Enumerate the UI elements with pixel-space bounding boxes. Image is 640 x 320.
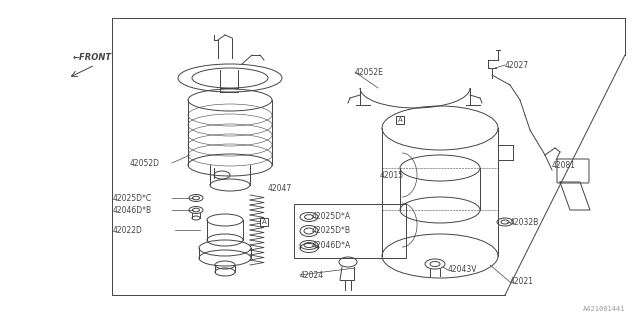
Text: 42052D: 42052D: [130, 158, 160, 167]
Text: A421001441: A421001441: [582, 306, 625, 312]
Text: A: A: [262, 219, 266, 225]
Text: 42032B: 42032B: [510, 218, 540, 227]
Text: 42043V: 42043V: [448, 266, 477, 275]
Text: 42081: 42081: [552, 161, 576, 170]
Text: 42024: 42024: [300, 270, 324, 279]
Text: 42047: 42047: [268, 183, 292, 193]
Text: 42021: 42021: [510, 277, 534, 286]
Text: 42046D*A: 42046D*A: [312, 241, 351, 250]
Text: ←FRONT: ←FRONT: [73, 53, 112, 62]
Text: 42027: 42027: [505, 60, 529, 69]
Text: A: A: [397, 117, 403, 123]
Text: 42015: 42015: [380, 171, 404, 180]
Text: 42025D*C: 42025D*C: [113, 194, 152, 203]
Text: 42025D*B: 42025D*B: [312, 226, 351, 235]
Text: 42025D*A: 42025D*A: [312, 212, 351, 220]
Text: 42046D*B: 42046D*B: [113, 205, 152, 214]
Text: 42052E: 42052E: [355, 68, 384, 76]
Text: 42022D: 42022D: [113, 226, 143, 235]
